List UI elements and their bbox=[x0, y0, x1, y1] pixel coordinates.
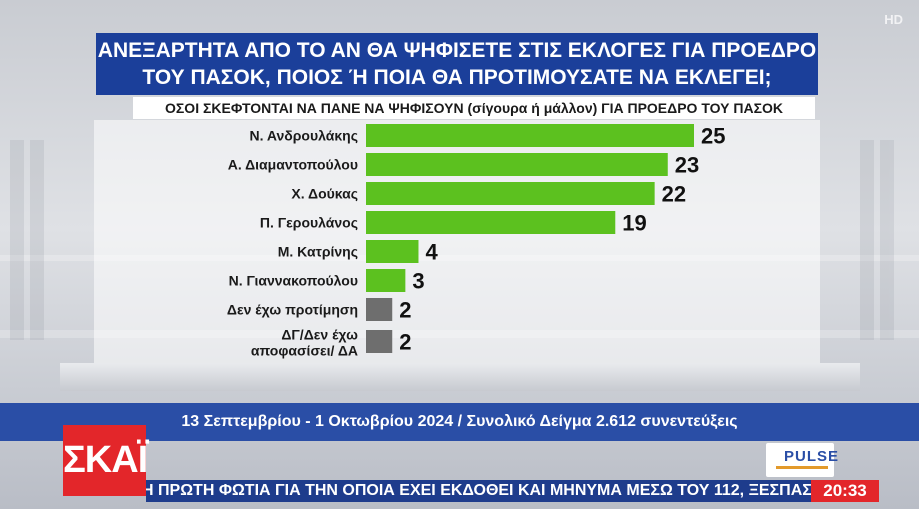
bar-7 bbox=[366, 330, 393, 353]
value-label-2: 22 bbox=[662, 182, 686, 207]
bar-6 bbox=[366, 298, 393, 321]
category-label-4: Μ. Κατρίνης bbox=[278, 244, 358, 260]
category-label-5: Ν. Γιαννακοπούλου bbox=[229, 273, 358, 289]
category-label-7: ΔΓ/Δεν έχω αποφασίσει/ ΔΑ bbox=[251, 327, 358, 359]
news-ticker: Η ΠΡΩΤΗ ΦΩΤΙΑ ΓΙΑ ΤΗΝ ΟΠΟΙΑ ΕΧΕΙ ΕΚΔΟΘΕΙ… bbox=[146, 480, 811, 502]
bar-chart: Ν. Ανδρουλάκης 25Α. Διαμαντοπούλου 23Χ. Δο… bbox=[227, 124, 726, 359]
bar-4 bbox=[366, 240, 419, 263]
bar-0 bbox=[366, 124, 694, 147]
value-label-5: 3 bbox=[412, 269, 424, 294]
chart-title-line-1: ΑΝΕΞΑΡΤΗΤΑ ΑΠΟ ΤΟ ΑΝ ΘΑ ΨΗΦΙΣΕΤΕ ΣΤΙΣ ΕΚ… bbox=[97, 39, 817, 62]
chart-subtitle: ΟΣΟΙ ΣΚΕΦΤΟΝΤΑΙ ΝΑ ΠΑΝΕ ΝΑ ΨΗΦΙΣΟΥΝ (σίγ… bbox=[133, 97, 815, 119]
pollster-logo: PULSE bbox=[766, 443, 838, 477]
survey-footer: 13 Σεπτεμβρίου - 1 Οκτωβρίου 2024 / Συνο… bbox=[0, 403, 919, 441]
category-label-2: Χ. Δούκας bbox=[291, 186, 358, 202]
hd-badge: HD bbox=[884, 12, 903, 27]
value-label-3: 19 bbox=[622, 211, 646, 236]
category-label-3: Π. Γερουλάνος bbox=[260, 215, 358, 231]
chart-title: ΑΝΕΞΑΡΤΗΤΑ ΑΠΟ ΤΟ ΑΝ ΘΑ ΨΗΦΙΣΕΤΕ ΣΤΙΣ ΕΚ… bbox=[96, 33, 818, 95]
broadcast-clock: 20:33 bbox=[811, 480, 879, 502]
value-label-7: 2 bbox=[399, 330, 411, 355]
category-label-0: Ν. Ανδρουλάκης bbox=[250, 128, 358, 144]
value-label-4: 4 bbox=[425, 240, 438, 265]
category-label-1: Α. Διαμαντοπούλου bbox=[228, 157, 358, 173]
news-ticker-text: Η ΠΡΩΤΗ ΦΩΤΙΑ ΓΙΑ ΤΗΝ ΟΠΟΙΑ ΕΧΕΙ ΕΚΔΟΘΕΙ… bbox=[146, 482, 811, 499]
pollster-logo-text: PULSE bbox=[784, 448, 840, 465]
bar-5 bbox=[366, 269, 406, 292]
bar-3 bbox=[366, 211, 616, 234]
stage-backdrop bbox=[60, 363, 860, 391]
pollster-logo-underline bbox=[776, 466, 828, 469]
bar-1 bbox=[366, 153, 668, 176]
category-label-6: Δεν έχω προτίμηση bbox=[227, 302, 358, 318]
bar-2 bbox=[366, 182, 655, 205]
value-label-6: 2 bbox=[399, 298, 411, 323]
value-label-0: 25 bbox=[701, 124, 725, 149]
value-label-1: 23 bbox=[675, 153, 699, 178]
chart-title-line-2: ΤΟΥ ΠΑΣΟΚ, ΠΟΙΟΣ Ή ΠΟΙΑ ΘΑ ΠΡΟΤΙΜΟΥΣΑΤΕ … bbox=[142, 66, 772, 89]
channel-logo: ΣΚΑΪ bbox=[63, 425, 148, 496]
